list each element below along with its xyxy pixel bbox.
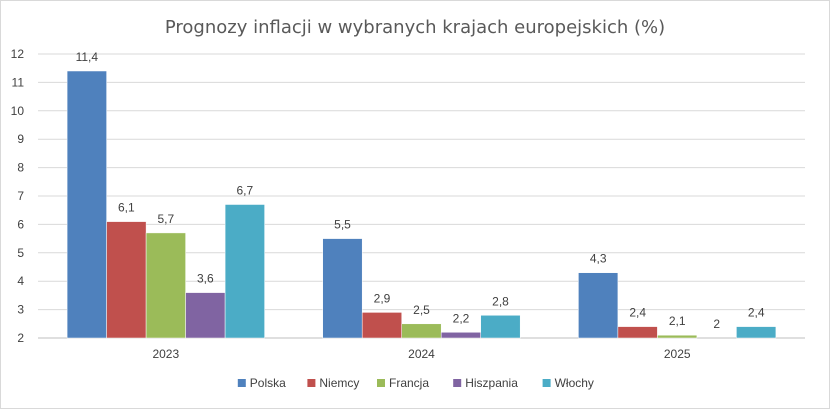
data-label: 5,5 <box>334 218 351 232</box>
data-label: 2,9 <box>374 291 391 305</box>
data-label: 2,5 <box>413 303 430 317</box>
bar-hiszpania-2023 <box>185 292 226 339</box>
data-label: 2 <box>713 317 720 331</box>
bar-francja-2024 <box>401 323 442 339</box>
bars <box>66 70 777 339</box>
y-tick-label: 10 <box>11 104 25 118</box>
data-label: 11,4 <box>76 50 99 64</box>
legend: Polska Niemcy Francja Hiszpania Włochy <box>237 376 594 390</box>
bar-niemcy-2024 <box>361 312 402 339</box>
y-tick-label: 5 <box>17 246 24 260</box>
bar-niemcy-2023 <box>106 221 147 339</box>
data-label: 2,8 <box>492 294 509 308</box>
data-label: 2,1 <box>669 314 686 328</box>
legend-label: Francja <box>389 376 429 390</box>
y-axis: 2 3 4 5 6 7 8 9 10 11 12 <box>11 47 25 345</box>
bar-polska-2023 <box>66 70 107 339</box>
legend-swatch-niemcy <box>307 379 316 387</box>
data-label: 3,6 <box>197 272 214 286</box>
data-label: 2,4 <box>748 306 765 320</box>
legend-swatch-hiszpania <box>453 379 462 387</box>
bar-hiszpania-2024 <box>440 332 481 339</box>
y-tick-label: 2 <box>17 331 24 345</box>
data-label: 6,1 <box>118 201 135 215</box>
legend-swatch-polska <box>237 379 246 387</box>
data-label: 6,7 <box>236 184 253 198</box>
y-tick-label: 7 <box>17 189 24 203</box>
y-tick-label: 12 <box>11 47 25 61</box>
y-tick-label: 4 <box>17 274 24 288</box>
legend-label: Włochy <box>555 376 594 390</box>
x-tick-label: 2024 <box>408 347 435 361</box>
x-tick-label: 2025 <box>664 347 691 361</box>
y-tick-label: 11 <box>12 75 25 89</box>
legend-swatch-francja <box>377 379 385 387</box>
bar-polska-2024 <box>322 238 363 339</box>
chart-title: Prognozy inflacji w wybranych krajach eu… <box>165 17 665 38</box>
bar-włochy-2025 <box>736 326 777 339</box>
legend-label: Polska <box>250 376 286 390</box>
legend-swatch-włochy <box>542 379 551 387</box>
bar-włochy-2023 <box>224 204 265 339</box>
data-labels: 11,4 6,1 5,7 3,6 6,7 5,5 2,9 2,5 2,2 2,8 4,3 2,4 2,1… <box>76 50 765 331</box>
x-axis: 2023 2024 2025 <box>152 347 690 361</box>
y-tick-label: 6 <box>17 217 24 231</box>
bar-polska-2025 <box>578 272 619 339</box>
bar-francja-2025 <box>657 334 698 339</box>
y-tick-label: 9 <box>17 132 24 146</box>
y-tick-label: 3 <box>17 303 24 317</box>
y-tick-label: 8 <box>17 161 24 175</box>
bar-francja-2023 <box>145 232 186 339</box>
data-label: 2,4 <box>629 306 646 320</box>
data-label: 2,2 <box>453 311 470 325</box>
data-label: 4,3 <box>590 252 607 266</box>
legend-label: Niemcy <box>319 376 359 390</box>
bar-włochy-2024 <box>480 315 521 339</box>
x-tick-label: 2023 <box>152 347 179 361</box>
legend-label: Hiszpania <box>465 376 518 390</box>
bar-niemcy-2025 <box>617 326 658 339</box>
data-label: 5,7 <box>157 212 174 226</box>
